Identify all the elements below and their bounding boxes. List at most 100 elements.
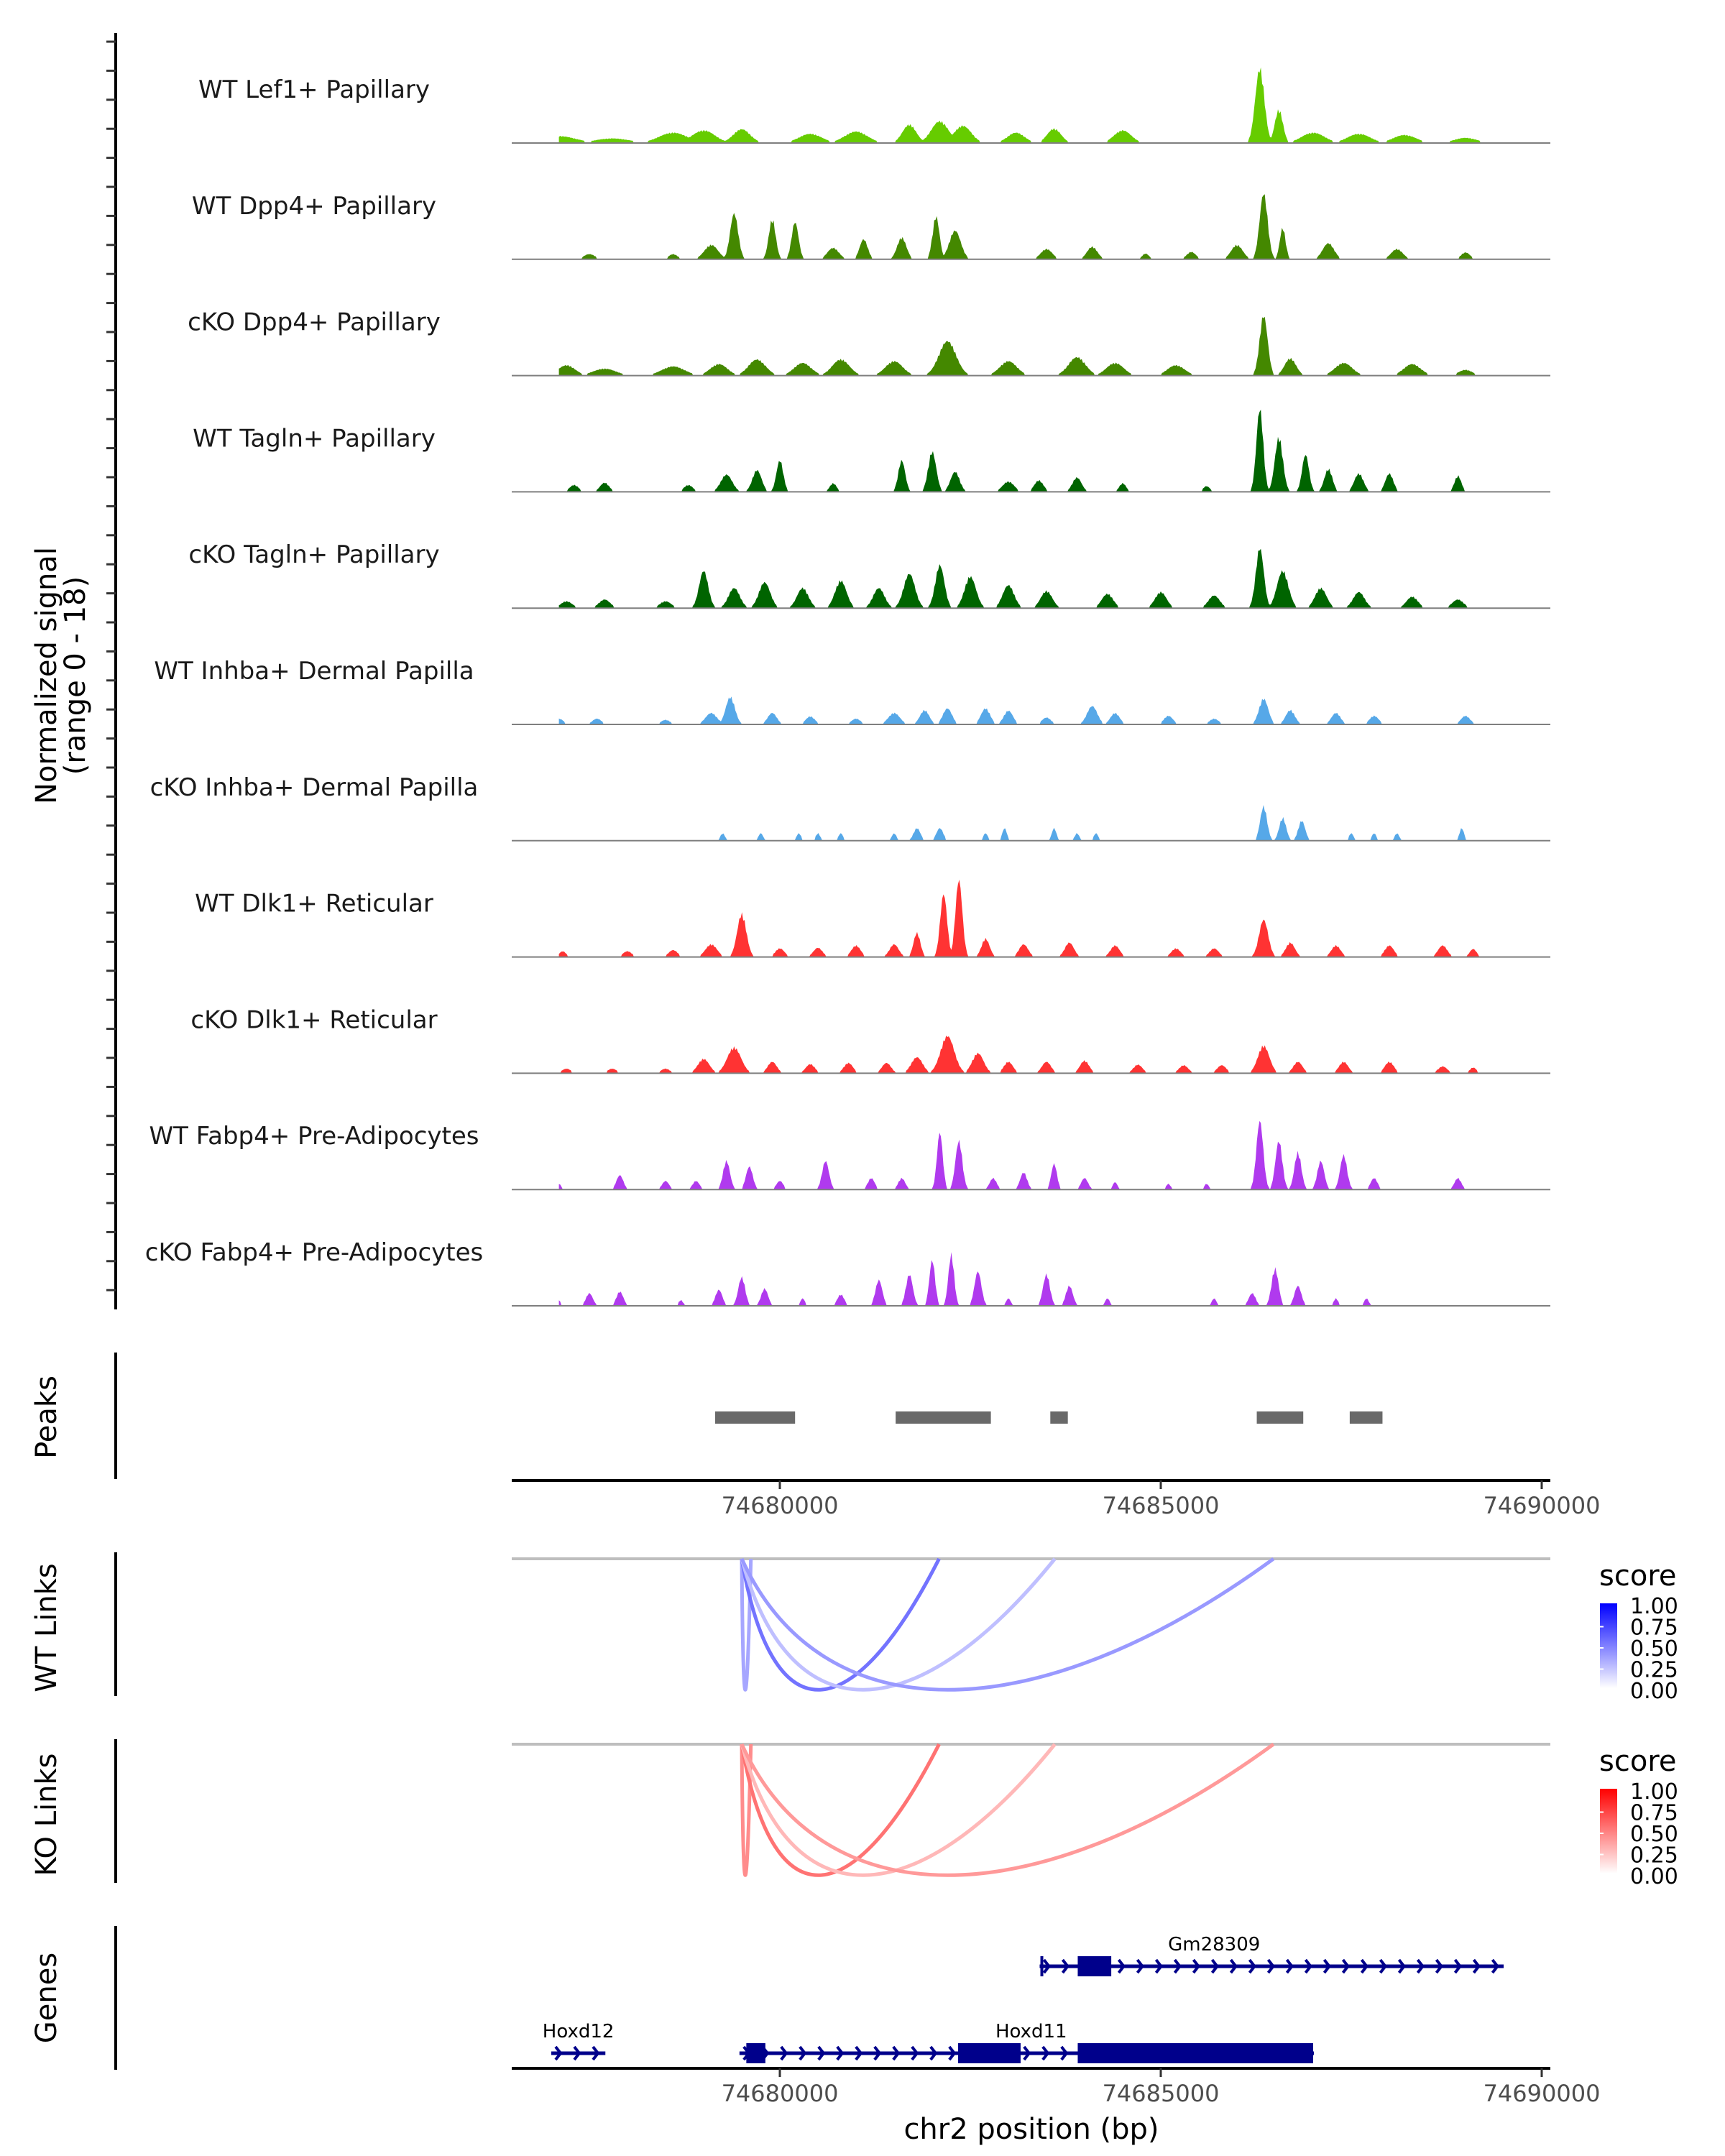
ko-legend-colorbar xyxy=(1600,1789,1617,1874)
link-arc xyxy=(740,1558,753,1692)
ko-legend-title: score xyxy=(1599,1745,1676,1778)
track-label: cKO Dlk1+ Reticular xyxy=(190,1005,437,1034)
peak-bar xyxy=(714,1411,796,1424)
strand-arrow-icon xyxy=(1060,2045,1069,2061)
strand-arrow-icon xyxy=(573,2045,581,2061)
coverage-track: WT Dpp4+ Papillary xyxy=(192,192,1550,260)
gene-exon xyxy=(746,2043,765,2063)
coverage-track: WT Tagln+ Papillary xyxy=(193,410,1550,493)
strand-arrow-icon xyxy=(780,2045,788,2061)
gene-model: Hoxd11 xyxy=(739,2021,1315,2063)
legend-tick-label: 0.50 xyxy=(1630,1822,1678,1847)
peak-bars xyxy=(714,1411,1383,1424)
strand-arrow-icon xyxy=(1266,1958,1275,1974)
strand-arrow-icon xyxy=(1472,1958,1481,1974)
gene-models: Gm28309 Hoxd12 Hoxd11 xyxy=(543,1934,1504,2063)
x-tick-label: 74680000 xyxy=(722,1492,839,1519)
coverage-area xyxy=(558,194,1481,259)
genes-panel-label: Genes xyxy=(30,1953,63,2043)
strand-arrow-icon xyxy=(1397,1958,1406,1974)
gene-exon xyxy=(1040,1956,1044,1976)
peak-bar xyxy=(1256,1411,1304,1424)
coverage-track: WT Dlk1+ Reticular xyxy=(195,880,1550,958)
wt-legend-title: score xyxy=(1599,1560,1676,1593)
coverage-track: cKO Fabp4+ Pre-Adipocytes xyxy=(145,1238,1550,1307)
gene-model: Gm28309 xyxy=(1039,1934,1504,1976)
strand-arrow-icon xyxy=(817,2045,826,2061)
track-label: WT Dpp4+ Papillary xyxy=(192,192,436,221)
track-label: WT Fabp4+ Pre-Adipocytes xyxy=(150,1122,479,1151)
strand-arrow-icon xyxy=(1379,1958,1387,1974)
gene-label: Hoxd12 xyxy=(543,2021,615,2042)
peak-bar xyxy=(1050,1411,1068,1424)
ko-legend-ticks: 1.000.750.500.250.00 xyxy=(1600,1779,1678,1889)
link-arc xyxy=(740,1743,753,1877)
gene-label: Gm28309 xyxy=(1168,1934,1260,1955)
coverage-area xyxy=(558,1036,1481,1074)
track-label: cKO Inhba+ Dermal Papilla xyxy=(150,773,479,802)
legend-tick-label: 0.25 xyxy=(1630,1843,1678,1869)
wt-legend-colorbar xyxy=(1600,1603,1617,1688)
track-label: WT Lef1+ Papillary xyxy=(198,75,430,104)
strand-arrow-icon xyxy=(855,2045,863,2061)
strand-arrow-icon xyxy=(799,2045,807,2061)
coverage-track: WT Inhba+ Dermal Papilla xyxy=(154,657,1550,725)
wt-links-label: WT Links xyxy=(30,1563,63,1692)
strand-arrow-icon xyxy=(1416,1958,1425,1974)
x-tick-label: 74690000 xyxy=(1484,1492,1601,1519)
strand-arrow-icon xyxy=(1435,1958,1443,1974)
peaks-panel-label: Peaks xyxy=(30,1376,63,1459)
genes-panel: Genes Gm28309 Hoxd12 Hoxd11 74680000 746850… xyxy=(30,1926,1600,2146)
x-tick-label: 74680000 xyxy=(722,2080,839,2107)
wt-score-legend: score 1.000.750.500.250.00 xyxy=(1599,1560,1678,1704)
track-label: WT Dlk1+ Reticular xyxy=(195,890,433,918)
strand-arrow-icon xyxy=(929,2045,938,2061)
legend-tick-label: 0.25 xyxy=(1630,1658,1678,1683)
strand-arrow-icon xyxy=(873,2045,882,2061)
x-tick-label: 74685000 xyxy=(1103,1492,1220,1519)
link-arc xyxy=(740,1742,1275,1877)
coverage-track: cKO Dpp4+ Papillary xyxy=(188,308,1550,377)
coverage-area xyxy=(558,880,1481,957)
legend-tick-label: 0.75 xyxy=(1630,1616,1678,1641)
gene-exon xyxy=(958,2043,1021,2063)
strand-arrow-icon xyxy=(592,2045,600,2061)
x-axis-title: chr2 position (bp) xyxy=(903,2113,1159,2146)
gene-exon xyxy=(1077,1956,1112,1976)
link-arc xyxy=(740,1557,941,1692)
coverage-track: cKO Inhba+ Dermal Papilla xyxy=(150,773,1550,842)
strand-arrow-icon xyxy=(836,2045,845,2061)
legend-tick-label: 0.50 xyxy=(1630,1636,1678,1662)
strand-arrow-icon xyxy=(892,2045,901,2061)
link-arc xyxy=(740,1743,1057,1877)
gene-model: Hoxd12 xyxy=(543,2021,615,2061)
strand-arrow-icon xyxy=(1304,1958,1312,1974)
legend-tick-label: 0.00 xyxy=(1630,1679,1678,1704)
x-axis-ticks-bottom: 74680000 74685000 74690000 xyxy=(722,2068,1600,2107)
strand-arrow-icon xyxy=(1042,1958,1051,1974)
coverage-area xyxy=(558,67,1481,143)
legend-tick-label: 1.00 xyxy=(1630,1594,1678,1619)
coverage-track: cKO Dlk1+ Reticular xyxy=(190,1005,1550,1074)
strand-arrow-icon xyxy=(1061,1958,1070,1974)
strand-arrow-icon xyxy=(1117,1958,1126,1974)
legend-tick-label: 0.00 xyxy=(1630,1864,1678,1889)
coverage-area xyxy=(558,316,1481,376)
track-label: cKO Fabp4+ Pre-Adipocytes xyxy=(145,1238,484,1267)
wt-links-panel: WT Links score 1.000.750.500.250.00 xyxy=(30,1552,1678,1704)
peak-bar xyxy=(896,1411,991,1424)
wt-legend-ticks: 1.000.750.500.250.00 xyxy=(1600,1594,1678,1704)
link-arc xyxy=(740,1557,1275,1692)
coverage-area xyxy=(558,1252,1481,1306)
coverage-area xyxy=(558,1120,1481,1190)
x-axis-ticks-top: 74680000 74685000 74690000 xyxy=(722,1480,1601,1519)
strand-arrow-icon xyxy=(1229,1958,1238,1974)
coverage-track: WT Lef1+ Papillary xyxy=(198,67,1550,144)
y-axis-title-line2: (range 0 - 18) xyxy=(59,576,92,775)
strand-arrow-icon xyxy=(554,2045,563,2061)
signal-y-axis-ticks xyxy=(106,40,116,1291)
strand-arrow-icon xyxy=(1173,1958,1182,1974)
strand-arrow-icon xyxy=(1453,1958,1462,1974)
y-axis-title: Normalized signal (range 0 - 18) xyxy=(30,547,92,804)
